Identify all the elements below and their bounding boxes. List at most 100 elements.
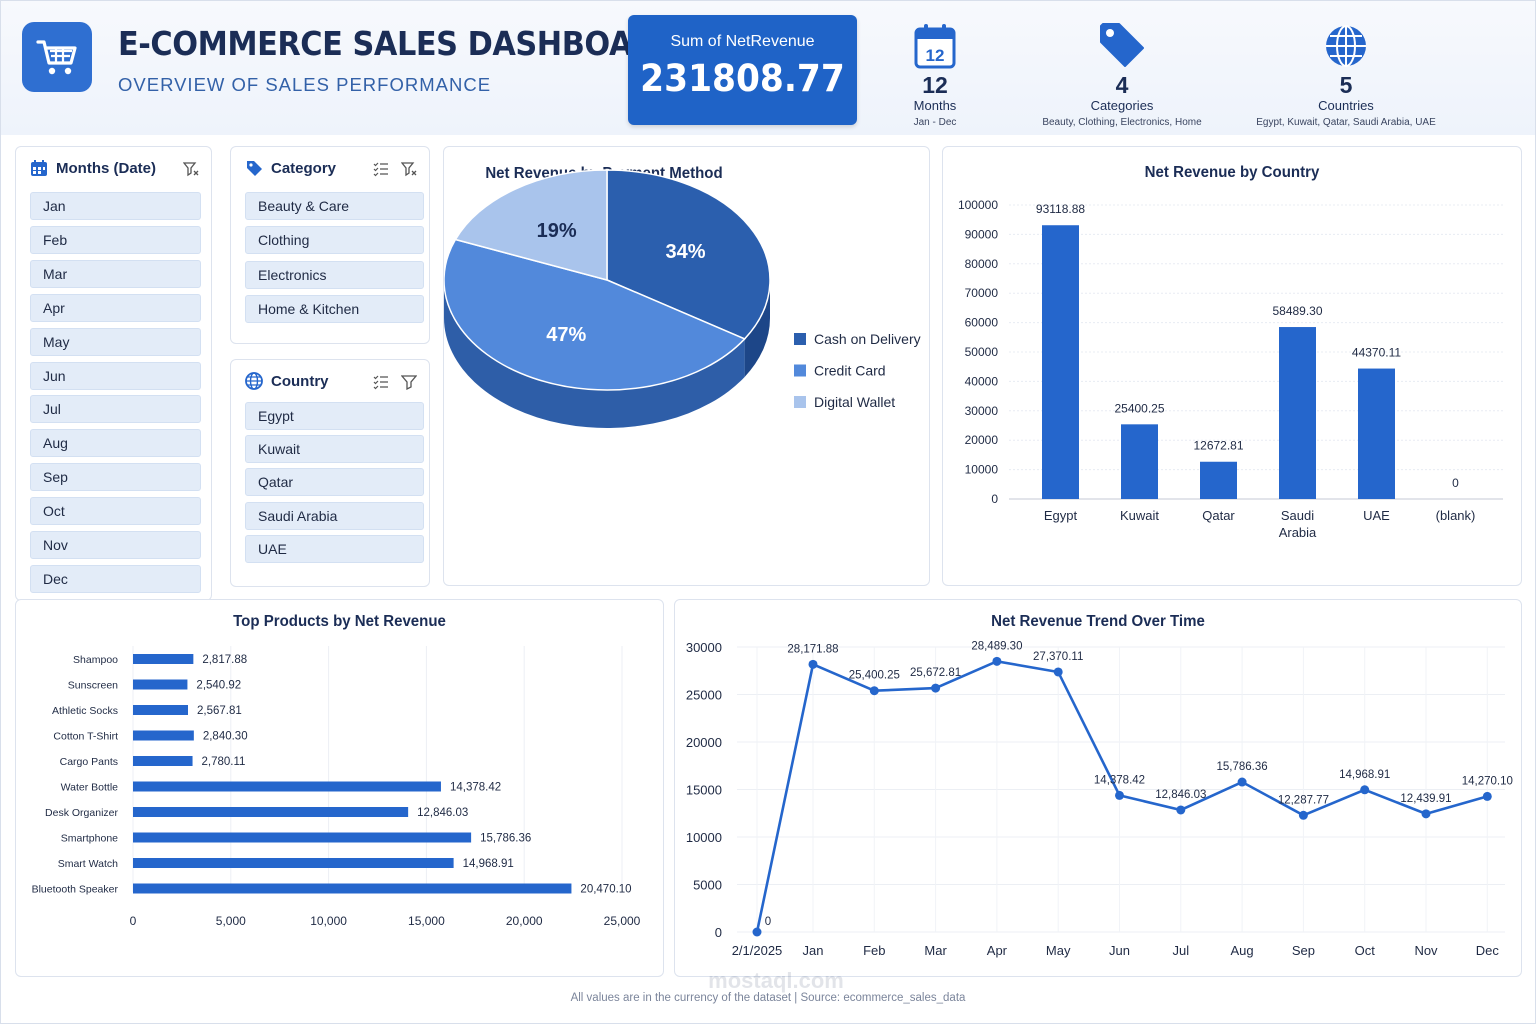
chart-top-products: Top Products by Net Revenue 0 5,000 10,000… [15, 599, 664, 977]
slicer-item-nov[interactable]: Nov [30, 531, 201, 559]
data-point[interactable] [931, 683, 941, 693]
slicer-item-qatar[interactable]: Qatar [245, 468, 424, 497]
stat-months-value: 12 [922, 72, 948, 98]
bar-value-label: 12,846.03 [417, 807, 468, 819]
bar-value-label: 2,840.30 [203, 731, 248, 743]
x-tick-label: (blank) [1436, 508, 1476, 523]
data-point[interactable] [1421, 809, 1431, 819]
y-tick-label: 25000 [686, 688, 722, 703]
legend-swatch [794, 333, 806, 345]
x-tick-label: May [1046, 943, 1071, 958]
y-tick-label: 30000 [686, 640, 722, 655]
point-value-label: 28,489.30 [971, 640, 1022, 652]
stat-months-name: Months [913, 98, 957, 113]
slicer-item-aug[interactable]: Aug [30, 429, 201, 458]
country-bar-svg: 0 10000 20000 30000 40000 50000 60000 70000 8000… [958, 198, 1503, 540]
pie-slice[interactable] [444, 238, 746, 391]
bar[interactable] [1042, 225, 1079, 499]
multi-select-icon[interactable] [373, 374, 389, 390]
stat-countries-value: 5 [1339, 72, 1353, 98]
stat-countries: 5 Countries Egypt, Kuwait, Qatar, Saudi … [1236, 18, 1456, 132]
globe-icon [1236, 18, 1456, 70]
bar[interactable] [133, 705, 188, 715]
bar[interactable] [133, 781, 441, 792]
clear-filter-icon[interactable] [183, 161, 199, 177]
y-tick-label: Sunscreen [68, 680, 118, 692]
slicer-item-uae[interactable]: UAE [245, 534, 424, 563]
data-point[interactable] [1360, 785, 1370, 795]
x-tick-label: Qatar [1202, 508, 1235, 523]
data-point[interactable] [1482, 791, 1492, 801]
slicer-item-electronics[interactable]: Electronics [245, 260, 424, 289]
point-value-label: 14,270.10 [1462, 775, 1513, 787]
slicer-item-sep[interactable]: Sep [30, 463, 201, 492]
page-subtitle: OVERVIEW OF SALES PERFORMANCE [118, 74, 492, 95]
y-tick-label: 30000 [965, 404, 999, 418]
slicer-item-home-kitchen[interactable]: Home & Kitchen [245, 294, 424, 323]
bar[interactable] [1358, 368, 1395, 499]
stat-categories-sub: Beauty, Clothing, Electronics, Home [1042, 117, 1202, 128]
kpi-value: 231808.77 [640, 57, 845, 100]
x-tick-label: UAE [1363, 508, 1390, 523]
x-tick-label: Feb [863, 943, 885, 958]
x-tick-label: 5,000 [216, 914, 246, 928]
data-point[interactable] [1237, 777, 1247, 787]
data-point[interactable] [808, 659, 818, 669]
bar[interactable] [1279, 327, 1316, 499]
bar[interactable] [1121, 424, 1158, 499]
multi-select-icon[interactable] [373, 161, 389, 177]
slicer-item-beauty-care[interactable]: Beauty & Care [245, 192, 424, 220]
y-tick-label: 40000 [965, 374, 999, 388]
slicer-item-apr[interactable]: Apr [30, 293, 201, 322]
slicer-category-header: Category [245, 159, 336, 177]
point-value-label: 15,786.36 [1217, 761, 1268, 773]
slicer-item-jun[interactable]: Jun [30, 361, 201, 390]
slicer-item-feb[interactable]: Feb [30, 225, 201, 254]
data-point[interactable] [992, 656, 1002, 666]
bar[interactable] [133, 679, 188, 690]
slicer-item-jan[interactable]: Jan [30, 192, 201, 220]
y-tick-label: 20000 [965, 433, 999, 447]
bar[interactable] [133, 756, 193, 766]
bar[interactable] [133, 832, 472, 843]
bar-value-label: 58489.30 [1272, 304, 1322, 318]
slicer-item-saudi-arabia[interactable]: Saudi Arabia [245, 501, 424, 530]
bar[interactable] [133, 807, 409, 817]
pie-slice[interactable] [454, 169, 608, 281]
bar-value-label: 2,540.92 [196, 680, 241, 692]
bar-value-label: 14,378.42 [450, 782, 501, 794]
legend-label: Credit Card [814, 363, 886, 379]
slicer-item-oct[interactable]: Oct [30, 497, 201, 526]
clear-filter-icon[interactable] [401, 161, 417, 177]
filter-icon[interactable] [401, 374, 417, 390]
slicer-item-dec[interactable]: Dec [30, 564, 201, 593]
slicer-country-title: Country [271, 372, 329, 390]
y-tick-label: 10000 [965, 463, 999, 477]
slicer-item-mar[interactable]: Mar [30, 259, 201, 288]
point-value-label: 12,439.91 [1400, 793, 1451, 805]
pie-slice-side [744, 280, 770, 377]
x-tick-label: Egypt [1044, 508, 1078, 523]
data-point[interactable] [869, 686, 879, 696]
slicer-item-kuwait[interactable]: Kuwait [245, 435, 424, 464]
tag-icon [1022, 18, 1222, 70]
point-value-label: 25,672.81 [910, 667, 961, 679]
bar[interactable] [133, 883, 572, 894]
slicer-item-clothing[interactable]: Clothing [245, 226, 424, 255]
data-point[interactable] [1053, 667, 1063, 677]
y-tick-label: 60000 [965, 316, 999, 330]
data-point[interactable] [1115, 790, 1124, 800]
bar[interactable] [1200, 461, 1237, 499]
slicer-item-egypt[interactable]: Egypt [245, 402, 424, 430]
data-point[interactable] [1176, 805, 1186, 815]
chart-title: Net Revenue Trend Over Time [991, 613, 1205, 630]
slicer-item-may[interactable]: May [30, 327, 201, 356]
data-point[interactable] [752, 927, 762, 937]
bar[interactable] [133, 654, 194, 664]
data-point[interactable] [1298, 810, 1308, 820]
slicer-months-title: Months (Date) [56, 159, 156, 177]
bar[interactable] [133, 730, 194, 741]
slicer-item-jul[interactable]: Jul [30, 395, 201, 424]
bar[interactable] [133, 858, 454, 868]
products-bar-svg: 0 5,000 10,000 15,000 20,000 25,000 Shampoo 2,8… [32, 646, 641, 928]
